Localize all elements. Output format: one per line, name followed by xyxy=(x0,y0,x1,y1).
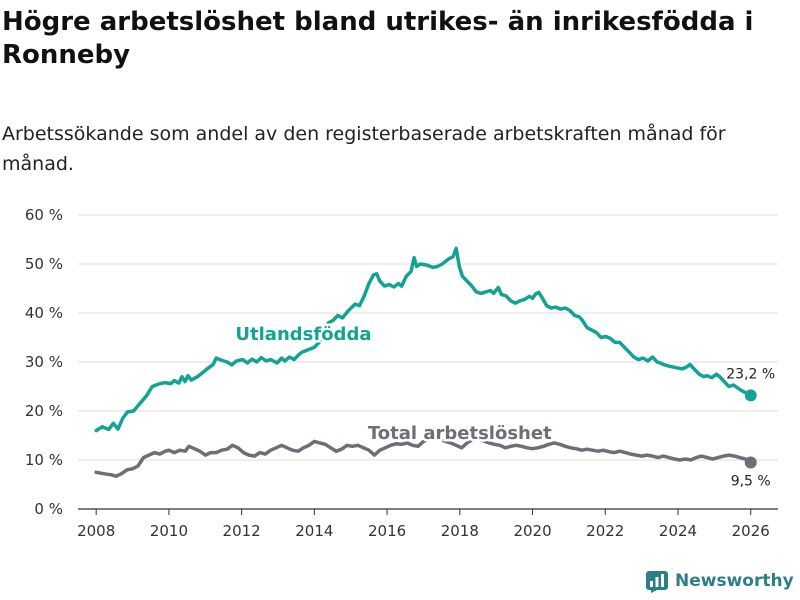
x-tick-label: 2008 xyxy=(77,522,115,540)
y-tick-label: 20 % xyxy=(25,402,63,420)
brand-logo: Newsworthy xyxy=(645,569,794,593)
brand-name: Newsworthy xyxy=(675,571,794,591)
series-line-foreign xyxy=(94,246,753,433)
x-tick-label: 2020 xyxy=(513,522,551,540)
x-tick-label: 2014 xyxy=(295,522,333,540)
x-tick-label: 2012 xyxy=(223,522,261,540)
series-line-total xyxy=(94,436,753,478)
y-tick-label: 30 % xyxy=(25,353,63,371)
x-tick-label: 2024 xyxy=(659,522,697,540)
series-label-total: Total arbetslöshet xyxy=(368,423,552,444)
x-tick-label: 2016 xyxy=(368,522,406,540)
series-label-foreign: Utlandsfödda xyxy=(235,324,371,345)
end-value-label-total: 9,5 % xyxy=(731,473,771,489)
chart-subtitle: Arbetssökande som andel av den registerb… xyxy=(2,123,726,175)
x-tick-label: 2018 xyxy=(441,522,479,540)
y-tick-label: 10 % xyxy=(25,451,63,469)
end-value-label-foreign: 23,2 % xyxy=(726,366,775,382)
y-tick-label: 40 % xyxy=(25,304,63,322)
series-end-point-foreign xyxy=(744,389,757,402)
y-tick-label: 50 % xyxy=(25,255,63,273)
x-tick-label: 2010 xyxy=(150,522,188,540)
chart-title: Högre arbetslöshet bland utrikes- än inr… xyxy=(2,7,754,70)
y-tick-label: 0 % xyxy=(34,500,63,518)
x-tick-label: 2022 xyxy=(586,522,624,540)
series-end-point-total xyxy=(744,456,757,469)
newsworthy-logo-icon xyxy=(646,571,668,593)
x-tick-label: 2026 xyxy=(732,522,770,540)
y-tick-label: 60 % xyxy=(25,206,63,224)
